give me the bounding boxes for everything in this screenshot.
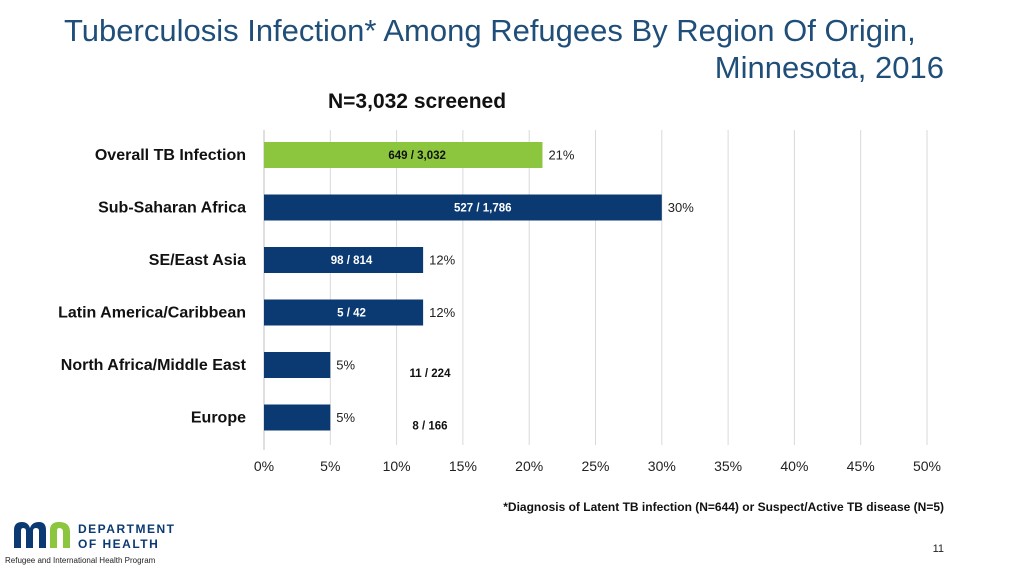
x-tick-label: 0% <box>254 458 274 474</box>
page-title: Tuberculosis Infection* Among Refugees B… <box>44 12 944 86</box>
count-label: 11 / 224 <box>410 368 452 380</box>
mn-logo-icon <box>14 522 70 548</box>
value-label: 5% <box>336 357 355 372</box>
category-label: Europe <box>191 410 246 427</box>
category-label: Overall TB Infection <box>95 147 246 164</box>
x-tick-label: 40% <box>780 458 808 474</box>
category-label: Latin America/Caribbean <box>58 305 246 322</box>
category-label: Sub-Saharan Africa <box>98 200 246 217</box>
chart-subtitle: N=3,032 screened <box>328 90 507 113</box>
page-number: 11 <box>932 543 944 555</box>
x-tick-label: 45% <box>847 458 875 474</box>
program-name: Refugee and International Health Program <box>5 556 156 565</box>
x-tick-label: 5% <box>320 458 340 474</box>
bar <box>264 142 543 168</box>
x-tick-label: 20% <box>515 458 543 474</box>
count-label: 98 / 814 <box>331 255 373 267</box>
count-label: 649 / 3,032 <box>388 150 446 162</box>
count-label: 527 / 1,786 <box>454 203 512 215</box>
value-label: 5% <box>336 410 355 425</box>
category-label: SE/East Asia <box>149 252 246 269</box>
bar <box>264 404 331 431</box>
x-tick-label: 25% <box>581 458 609 474</box>
x-tick-label: 30% <box>648 458 676 474</box>
bar <box>264 352 331 378</box>
title-line-2: Minnesota, 2016 <box>714 50 944 85</box>
logo-text-line1: DEPARTMENT <box>78 522 175 536</box>
mn-health-logo: DEPARTMENT OF HEALTH <box>14 522 175 551</box>
x-tick-label: 50% <box>913 458 941 474</box>
x-tick-label: 15% <box>449 458 477 474</box>
value-label: 12% <box>429 252 455 267</box>
bar <box>264 299 424 326</box>
footnote: *Diagnosis of Latent TB infection (N=644… <box>503 500 944 514</box>
value-label: 12% <box>429 305 455 320</box>
count-label: 5 / 42 <box>337 308 366 320</box>
value-label: 21% <box>548 147 574 162</box>
x-tick-label: 10% <box>383 458 411 474</box>
bar <box>264 247 424 273</box>
count-label: 8 / 166 <box>412 421 447 433</box>
x-tick-label: 35% <box>714 458 742 474</box>
value-label: 30% <box>668 200 694 215</box>
logo-text-line2: OF HEALTH <box>78 537 159 551</box>
category-label: North Africa/Middle East <box>61 357 247 374</box>
bar <box>264 194 662 221</box>
title-line-1: Tuberculosis Infection* Among Refugees B… <box>64 13 916 48</box>
bar-chart: 0% 5% 10% 15% 20% 25% 30% 35% 40% 45% 50% Overall T… <box>58 130 941 474</box>
